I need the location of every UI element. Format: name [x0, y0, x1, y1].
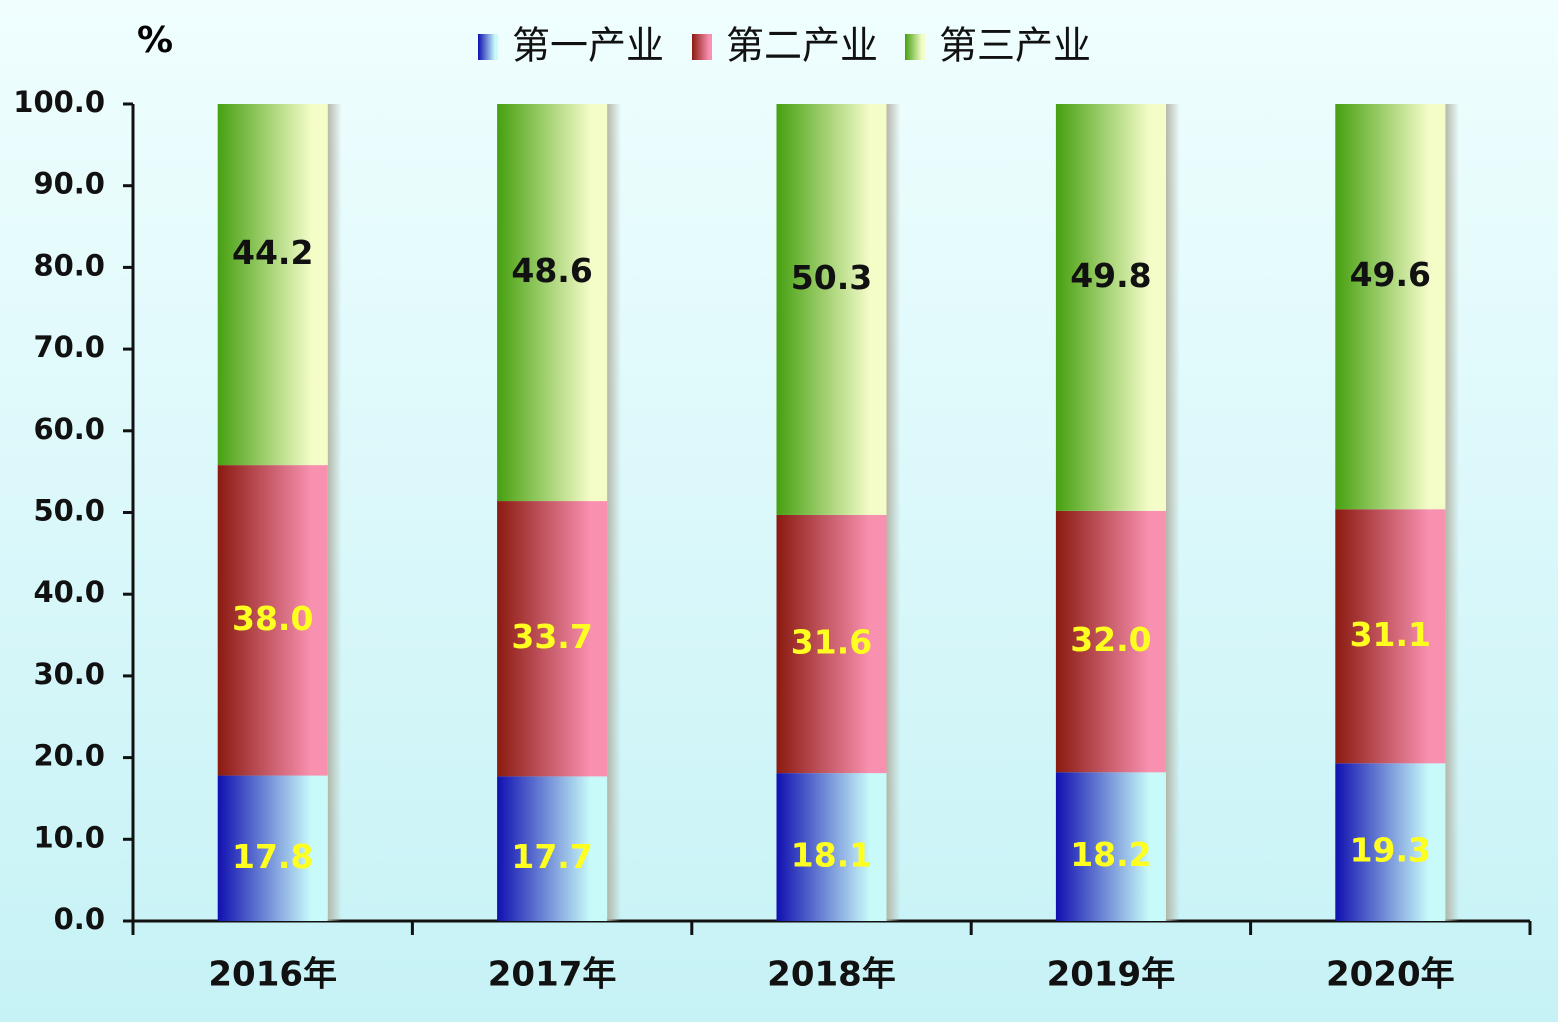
value-label: 44.2	[232, 233, 313, 272]
value-label: 31.6	[791, 623, 872, 662]
y-tick-label: 80.0	[33, 248, 105, 282]
value-label: 50.3	[791, 258, 872, 297]
y-tick-label: 60.0	[33, 412, 105, 446]
y-tick-label: 90.0	[33, 167, 105, 201]
value-label: 38.0	[232, 599, 313, 638]
y-tick-label: 40.0	[33, 575, 105, 609]
y-unit: %	[137, 20, 173, 61]
bar-segment	[497, 776, 608, 921]
bar-segment	[217, 104, 328, 466]
bar-segment	[1335, 509, 1446, 764]
x-tick-label: 2016年	[208, 955, 337, 995]
value-label: 49.6	[1350, 255, 1431, 294]
bar-shadow	[1165, 104, 1180, 921]
bar-shadow	[327, 104, 342, 921]
bar-shadow	[886, 104, 901, 921]
legend-label: 第三产业	[939, 24, 1091, 68]
value-label: 33.7	[511, 617, 592, 656]
legend-label: 第一产业	[512, 24, 664, 68]
value-label: 18.1	[791, 836, 872, 875]
bar-segment	[1055, 510, 1166, 773]
x-tick-label: 2020年	[1326, 955, 1455, 995]
bar-segment	[497, 104, 608, 502]
y-tick-label: 20.0	[33, 739, 105, 773]
value-label: 48.6	[511, 251, 592, 290]
legend-label: 第二产业	[726, 24, 878, 68]
value-label: 17.8	[232, 837, 313, 876]
bar-segment	[1055, 104, 1166, 511]
value-label: 49.8	[1070, 256, 1151, 295]
bar-segment	[776, 514, 887, 774]
y-tick-label: 70.0	[33, 330, 105, 364]
x-tick-label: 2019年	[1047, 955, 1176, 995]
legend-swatch	[478, 34, 498, 60]
value-label: 18.2	[1070, 835, 1151, 874]
bar-segment	[217, 465, 328, 776]
y-tick-label: 30.0	[33, 657, 105, 691]
x-tick-label: 2017年	[488, 955, 617, 995]
y-tick-label: 50.0	[33, 494, 105, 528]
bar-shadow	[607, 104, 622, 921]
bar-segment	[217, 775, 328, 921]
value-label: 19.3	[1350, 831, 1431, 870]
bar-segment	[1055, 772, 1166, 921]
bar-segment	[1335, 763, 1446, 921]
value-label: 31.1	[1350, 615, 1431, 654]
bar-shadow	[1445, 104, 1460, 921]
x-tick-label: 2018年	[767, 955, 896, 995]
bar-segment	[1335, 104, 1446, 510]
bar-segment	[776, 773, 887, 921]
y-tick-label: 10.0	[33, 820, 105, 854]
value-label: 32.0	[1070, 620, 1151, 659]
bar-segment	[776, 104, 887, 515]
bar-segment	[497, 501, 608, 777]
value-label: 17.7	[511, 837, 592, 876]
legend-swatch	[692, 34, 712, 60]
legend-swatch	[905, 34, 925, 60]
y-tick-label: 0.0	[54, 902, 105, 936]
y-tick-label: 100.0	[13, 85, 105, 119]
